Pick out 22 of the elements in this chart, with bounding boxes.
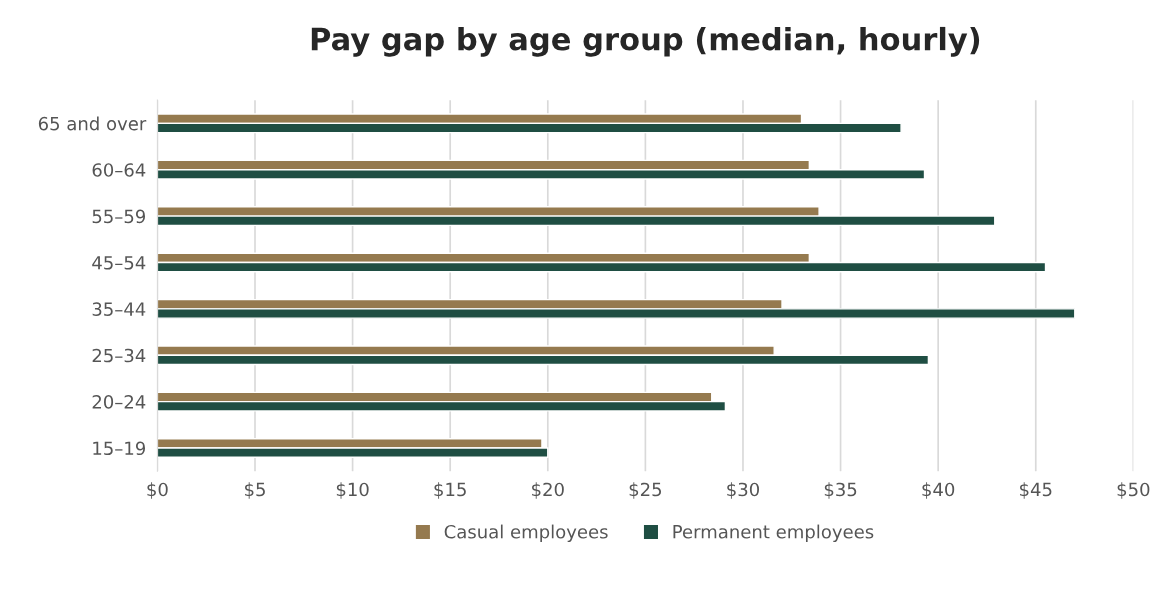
chart-title: Pay gap by age group (median, hourly) (311, 26, 980, 57)
x-tick-label: $35 (824, 482, 857, 499)
y-tick-label: 25–34 (92, 348, 146, 363)
x-tick-label: $50 (1117, 482, 1150, 499)
y-tick-label: 35–44 (92, 302, 146, 316)
x-tick-label: $40 (922, 482, 955, 499)
legend-label: Permanent employees (673, 524, 874, 543)
y-tick-label: 65 and over (38, 116, 147, 131)
x-tick-label: $25 (629, 482, 662, 499)
x-tick-label: $20 (532, 482, 564, 499)
legend-label: Casual employees (444, 524, 608, 543)
x-tick-label: $10 (336, 482, 369, 499)
y-tick-label: 15–19 (93, 441, 146, 456)
x-tick-label: $30 (727, 482, 760, 499)
x-tick-label: $15 (434, 482, 466, 499)
y-tick-label: 60–64 (92, 163, 146, 177)
y-tick-label: 55–59 (92, 209, 146, 224)
y-tick-label: 20–24 (92, 395, 146, 409)
y-tick-label: 45–54 (92, 256, 146, 270)
x-tick-label: $45 (1020, 482, 1052, 499)
x-tick-label: $5 (245, 482, 265, 499)
x-tick-label: $0 (147, 482, 168, 499)
